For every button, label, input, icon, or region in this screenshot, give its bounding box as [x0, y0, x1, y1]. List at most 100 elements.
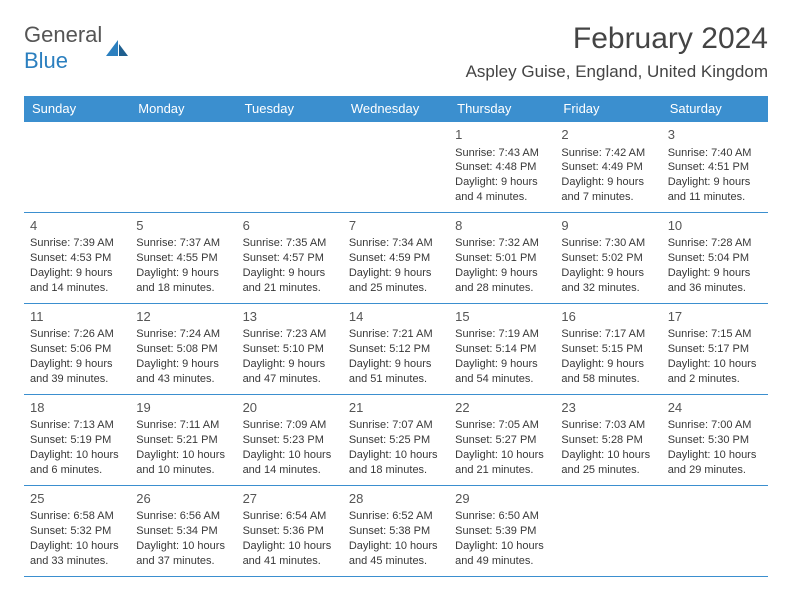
sunset-line: Sunset: 5:04 PM [668, 251, 762, 266]
day-number: 2 [561, 126, 655, 144]
daylight-line: Daylight: 10 hours and 18 minutes. [349, 448, 443, 478]
daylight-line: Daylight: 9 hours and 7 minutes. [561, 175, 655, 205]
sunrise-line: Sunrise: 7:42 AM [561, 146, 655, 161]
daylight-line: Daylight: 10 hours and 21 minutes. [455, 448, 549, 478]
sunrise-line: Sunrise: 7:17 AM [561, 327, 655, 342]
day-number: 17 [668, 308, 762, 326]
day-header: Sunday [24, 96, 130, 122]
calendar-day-cell: 5Sunrise: 7:37 AMSunset: 4:55 PMDaylight… [130, 212, 236, 303]
sunrise-line: Sunrise: 7:00 AM [668, 418, 762, 433]
daylight-line: Daylight: 10 hours and 2 minutes. [668, 357, 762, 387]
sunset-line: Sunset: 4:57 PM [243, 251, 337, 266]
calendar-day-cell: 17Sunrise: 7:15 AMSunset: 5:17 PMDayligh… [662, 303, 768, 394]
sunrise-line: Sunrise: 7:32 AM [455, 236, 549, 251]
sunset-line: Sunset: 4:59 PM [349, 251, 443, 266]
sunset-line: Sunset: 5:06 PM [30, 342, 124, 357]
sunrise-line: Sunrise: 7:11 AM [136, 418, 230, 433]
daylight-line: Daylight: 9 hours and 51 minutes. [349, 357, 443, 387]
daylight-line: Daylight: 9 hours and 47 minutes. [243, 357, 337, 387]
day-number: 15 [455, 308, 549, 326]
header-row: General Blue February 2024 Aspley Guise,… [24, 22, 768, 82]
sunrise-line: Sunrise: 7:40 AM [668, 146, 762, 161]
calendar-empty-cell [237, 122, 343, 213]
daylight-line: Daylight: 10 hours and 33 minutes. [30, 539, 124, 569]
daylight-line: Daylight: 10 hours and 10 minutes. [136, 448, 230, 478]
day-number: 18 [30, 399, 124, 417]
calendar-day-cell: 22Sunrise: 7:05 AMSunset: 5:27 PMDayligh… [449, 394, 555, 485]
daylight-line: Daylight: 10 hours and 45 minutes. [349, 539, 443, 569]
calendar-day-cell: 18Sunrise: 7:13 AMSunset: 5:19 PMDayligh… [24, 394, 130, 485]
daylight-line: Daylight: 9 hours and 28 minutes. [455, 266, 549, 296]
day-number: 9 [561, 217, 655, 235]
day-number: 12 [136, 308, 230, 326]
day-number: 14 [349, 308, 443, 326]
sunset-line: Sunset: 4:55 PM [136, 251, 230, 266]
sunset-line: Sunset: 5:19 PM [30, 433, 124, 448]
daylight-line: Daylight: 9 hours and 39 minutes. [30, 357, 124, 387]
calendar-day-cell: 25Sunrise: 6:58 AMSunset: 5:32 PMDayligh… [24, 485, 130, 576]
sunset-line: Sunset: 5:25 PM [349, 433, 443, 448]
calendar-day-cell: 10Sunrise: 7:28 AMSunset: 5:04 PMDayligh… [662, 212, 768, 303]
calendar-week-row: 1Sunrise: 7:43 AMSunset: 4:48 PMDaylight… [24, 122, 768, 213]
sunrise-line: Sunrise: 7:24 AM [136, 327, 230, 342]
calendar-day-cell: 12Sunrise: 7:24 AMSunset: 5:08 PMDayligh… [130, 303, 236, 394]
day-header: Friday [555, 96, 661, 122]
sunset-line: Sunset: 5:01 PM [455, 251, 549, 266]
sunrise-line: Sunrise: 6:58 AM [30, 509, 124, 524]
calendar-table: SundayMondayTuesdayWednesdayThursdayFrid… [24, 96, 768, 577]
sunrise-line: Sunrise: 7:15 AM [668, 327, 762, 342]
day-number: 8 [455, 217, 549, 235]
sunset-line: Sunset: 5:23 PM [243, 433, 337, 448]
calendar-day-cell: 29Sunrise: 6:50 AMSunset: 5:39 PMDayligh… [449, 485, 555, 576]
calendar-day-cell: 24Sunrise: 7:00 AMSunset: 5:30 PMDayligh… [662, 394, 768, 485]
logo: General Blue [24, 22, 130, 74]
day-number: 23 [561, 399, 655, 417]
day-number: 29 [455, 490, 549, 508]
daylight-line: Daylight: 10 hours and 14 minutes. [243, 448, 337, 478]
calendar-empty-cell [24, 122, 130, 213]
calendar-day-cell: 28Sunrise: 6:52 AMSunset: 5:38 PMDayligh… [343, 485, 449, 576]
logo-text-1: General [24, 22, 102, 47]
sunrise-line: Sunrise: 7:09 AM [243, 418, 337, 433]
day-number: 10 [668, 217, 762, 235]
day-number: 16 [561, 308, 655, 326]
day-header: Saturday [662, 96, 768, 122]
logo-text-2: Blue [24, 48, 68, 73]
day-number: 13 [243, 308, 337, 326]
calendar-empty-cell [662, 485, 768, 576]
sunset-line: Sunset: 5:27 PM [455, 433, 549, 448]
sunset-line: Sunset: 4:51 PM [668, 160, 762, 175]
daylight-line: Daylight: 9 hours and 14 minutes. [30, 266, 124, 296]
day-number: 24 [668, 399, 762, 417]
day-number: 6 [243, 217, 337, 235]
day-header: Thursday [449, 96, 555, 122]
sunrise-line: Sunrise: 7:28 AM [668, 236, 762, 251]
sunrise-line: Sunrise: 7:43 AM [455, 146, 549, 161]
sunrise-line: Sunrise: 7:21 AM [349, 327, 443, 342]
calendar-day-cell: 8Sunrise: 7:32 AMSunset: 5:01 PMDaylight… [449, 212, 555, 303]
calendar-day-cell: 4Sunrise: 7:39 AMSunset: 4:53 PMDaylight… [24, 212, 130, 303]
calendar-day-cell: 2 Sunrise: 7:42 AMSunset: 4:49 PMDaylight… [555, 122, 661, 213]
sunrise-line: Sunrise: 7:34 AM [349, 236, 443, 251]
day-number: 22 [455, 399, 549, 417]
sunset-line: Sunset: 5:36 PM [243, 524, 337, 539]
sunrise-line: Sunrise: 7:26 AM [30, 327, 124, 342]
sunrise-line: Sunrise: 7:35 AM [243, 236, 337, 251]
sunset-line: Sunset: 4:49 PM [561, 160, 655, 175]
day-number: 27 [243, 490, 337, 508]
calendar-day-cell: 6Sunrise: 7:35 AMSunset: 4:57 PMDaylight… [237, 212, 343, 303]
calendar-empty-cell [343, 122, 449, 213]
location-subtitle: Aspley Guise, England, United Kingdom [466, 62, 768, 82]
day-number: 11 [30, 308, 124, 326]
day-number: 20 [243, 399, 337, 417]
calendar-day-cell: 14Sunrise: 7:21 AMSunset: 5:12 PMDayligh… [343, 303, 449, 394]
sunrise-line: Sunrise: 7:07 AM [349, 418, 443, 433]
day-number: 21 [349, 399, 443, 417]
sunset-line: Sunset: 4:53 PM [30, 251, 124, 266]
daylight-line: Daylight: 9 hours and 11 minutes. [668, 175, 762, 205]
sunrise-line: Sunrise: 7:23 AM [243, 327, 337, 342]
daylight-line: Daylight: 9 hours and 54 minutes. [455, 357, 549, 387]
daylight-line: Daylight: 9 hours and 58 minutes. [561, 357, 655, 387]
calendar-day-cell: 11Sunrise: 7:26 AMSunset: 5:06 PMDayligh… [24, 303, 130, 394]
sunrise-line: Sunrise: 7:03 AM [561, 418, 655, 433]
